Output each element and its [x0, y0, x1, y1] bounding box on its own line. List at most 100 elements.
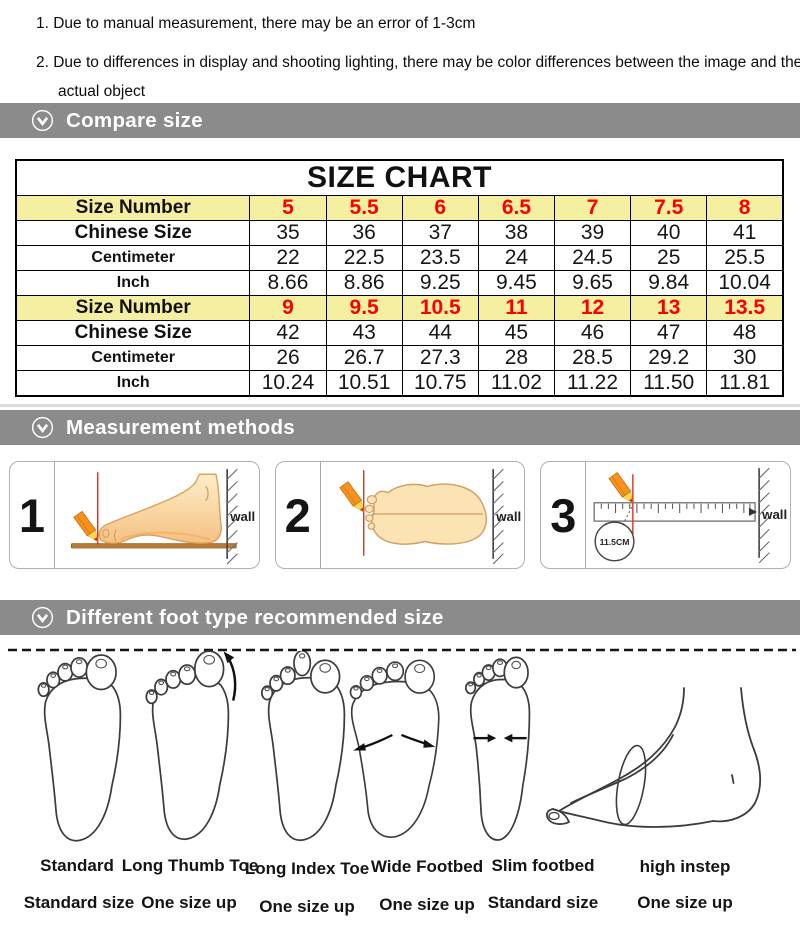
row-label: Inch	[15, 370, 251, 397]
table-row: Centimeter 22 22.5 23.5 24 24.5 25 25.5	[15, 245, 784, 271]
cell: 38	[477, 220, 555, 246]
foot-diagram-long-thumb-toe	[142, 649, 238, 849]
foot-type-name: Long Thumb Toe	[121, 856, 259, 875]
cell: 10.04	[706, 270, 784, 296]
foot-type-diagrams: Standard Standard size Long Thumb Toe On…	[0, 635, 800, 926]
chevron-down-circle-icon	[31, 606, 54, 629]
cell: 28	[477, 345, 555, 371]
cell: 11.50	[630, 370, 708, 397]
cell: 12	[553, 295, 632, 321]
cell: 8	[706, 195, 784, 221]
table-row: Centimeter 26 26.7 27.3 28 28.5 29.2 30	[15, 345, 784, 371]
cell: 44	[401, 320, 479, 346]
cell: 11.02	[477, 370, 555, 397]
width-arrows	[353, 733, 436, 751]
cell: 22	[249, 245, 327, 271]
cell: 6	[401, 195, 479, 221]
note-measurement-error: 1. Due to manual measurement, there may …	[36, 15, 476, 32]
row-label: Chinese Size	[15, 220, 251, 246]
foot-diagram-high-instep	[545, 683, 795, 833]
disclaimer-notes: 1. Due to manual measurement, there may …	[36, 9, 800, 116]
table-row: Chinese Size 35 36 37 38 39 40 41	[15, 220, 784, 246]
size-chart-title: SIZE CHART	[15, 159, 784, 196]
top-foot-drawing: wall	[338, 468, 521, 565]
section-title: Measurement methods	[66, 415, 295, 439]
cell: 29.2	[630, 345, 708, 371]
step-number: 2	[276, 462, 321, 568]
foot-type-name: Standard	[40, 856, 114, 875]
cell: 35	[249, 220, 327, 246]
cell: 39	[553, 220, 632, 246]
cell: 7	[553, 195, 632, 221]
step-number: 3	[541, 462, 587, 568]
measure-step-panel-3: 3 11.5CM wall	[540, 461, 792, 569]
cell: 10.75	[401, 370, 479, 397]
cell: 24.5	[553, 245, 632, 271]
foot-type-recommendation: One size up	[637, 893, 733, 912]
cell: 23.5	[401, 245, 479, 271]
ruler-measure-label: 11.5CM	[600, 537, 630, 547]
cell: 9.65	[553, 270, 632, 296]
foot-side-outline	[546, 687, 761, 828]
chevron-down-circle-icon	[31, 109, 54, 132]
note-color-difference: 2. Due to differences in display and sho…	[36, 53, 800, 101]
cell: 11.22	[553, 370, 632, 397]
foot-outline	[145, 650, 237, 841]
foot-type-name: Long Index Toe	[244, 859, 370, 878]
measure-step-panel-2: 2 wall	[274, 461, 526, 569]
foot-diagram-standard	[34, 652, 130, 849]
cell: 24	[477, 245, 555, 271]
divider	[0, 404, 800, 407]
cell: 30	[706, 345, 784, 371]
row-label: Chinese Size	[15, 320, 251, 346]
cell: 43	[325, 320, 403, 346]
cell: 11	[477, 295, 555, 321]
cell: 9.45	[477, 270, 555, 296]
cell: 41	[706, 220, 784, 246]
cell: 9.5	[325, 295, 403, 321]
cell: 25.5	[706, 245, 784, 271]
table-row: Inch 8.66 8.86 9.25 9.45 9.65 9.84 10.04	[15, 270, 784, 296]
step-number: 1	[10, 462, 55, 568]
measurement-steps: 1 wall 2	[9, 461, 792, 569]
cell: 27.3	[401, 345, 479, 371]
cell: 8.66	[249, 270, 327, 296]
cell: 9.25	[401, 270, 479, 296]
cell: 9.84	[630, 270, 708, 296]
section-header-compare-size: Compare size	[0, 103, 800, 138]
row-label: Size Number	[15, 295, 251, 321]
chevron-down-circle-icon	[31, 416, 54, 439]
section-header-foot-types: Different foot type recommended size	[0, 600, 800, 635]
table-row: Size Number 5 5.5 6 6.5 7 7.5 8	[15, 195, 784, 221]
foot-type-recommendation: Standard size	[487, 893, 599, 912]
cell: 8.86	[325, 270, 403, 296]
cell: 36	[325, 220, 403, 246]
cell: 5	[249, 195, 327, 221]
foot-diagram-long-index-toe	[258, 651, 354, 849]
cell: 10.51	[325, 370, 403, 397]
cell: 13.5	[706, 295, 784, 321]
foot-outline	[260, 651, 346, 842]
foot-outline	[37, 654, 122, 842]
section-header-measurement-methods: Measurement methods	[0, 410, 800, 445]
table-row: Size Number 9 9.5 10.5 11 12 13 13.5	[15, 295, 784, 321]
ruler-drawing: 11.5CM wall	[593, 467, 788, 564]
measure-foot-top-illustration: wall	[321, 462, 525, 568]
cell: 5.5	[325, 195, 403, 221]
measure-step-panel-1: 1 wall	[9, 461, 260, 569]
cell: 46	[553, 320, 632, 346]
table-row: Inch 10.24 10.51 10.75 11.02 11.22 11.50…	[15, 370, 784, 397]
toe-alignment-dashed-line	[8, 648, 796, 652]
foot-diagram-slim-footbed	[462, 652, 538, 848]
foot-type-name: high instep	[639, 857, 731, 876]
cell: 40	[630, 220, 708, 246]
side-foot-drawing: wall	[70, 468, 255, 565]
foot-type-recommendation: One size up	[379, 895, 475, 914]
cell: 11.81	[706, 370, 784, 397]
foot-type-name: Slim footbed	[491, 856, 595, 875]
foot-outline	[464, 656, 531, 841]
size-chart-table: SIZE CHART Size Number 5 5.5 6 6.5 7 7.5…	[15, 159, 784, 397]
foot-diagram-wide-footbed	[345, 652, 447, 848]
foot-type-recommendation: Standard size	[23, 893, 135, 912]
foot-outline	[349, 659, 440, 838]
